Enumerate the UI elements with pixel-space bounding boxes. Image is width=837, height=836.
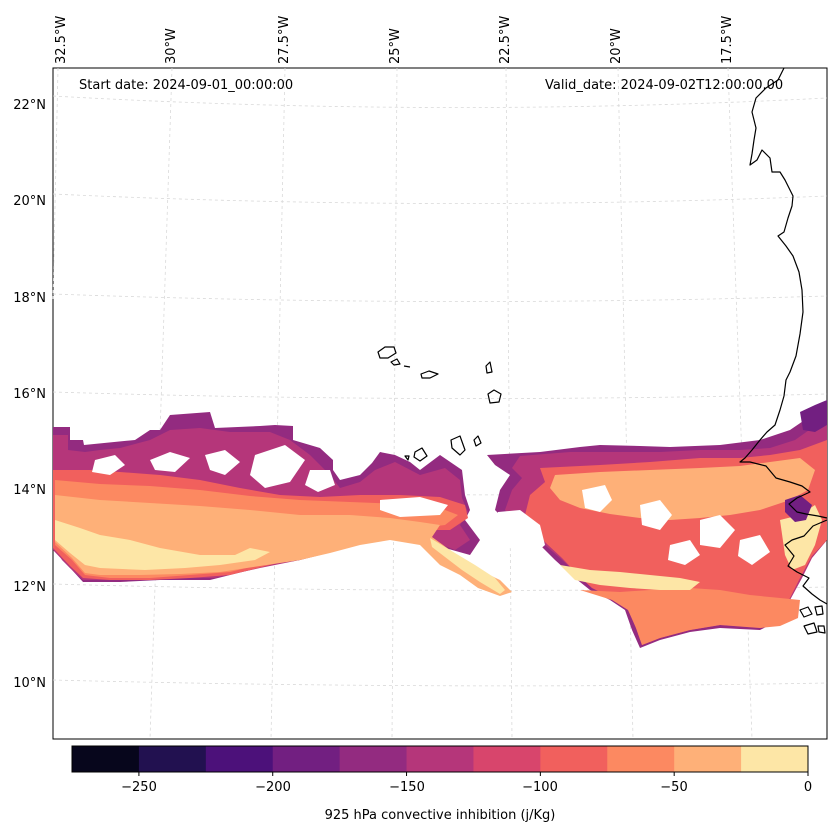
island-south-3 [413, 447, 428, 462]
cin-hole [92, 455, 125, 475]
lat-gridline-20n [52, 193, 828, 204]
cin-hole [582, 485, 612, 512]
cin-hole [380, 497, 448, 517]
lat-label-14n: 14°N [13, 483, 46, 498]
cin-hole [468, 500, 492, 518]
bijagos-4 [817, 625, 826, 634]
colorbar-tick-marks [138, 772, 809, 776]
cin-hole [305, 470, 335, 492]
lon-gridline-30w [149, 67, 173, 740]
cin-hole [150, 452, 190, 472]
colorbar-cell [272, 746, 341, 772]
cin-holes [92, 445, 770, 565]
lat-label-20n: 20°N [13, 194, 46, 209]
colorbar-cell [473, 746, 541, 772]
lat-label-10n: 10°N [13, 676, 46, 691]
island-south-1 [450, 435, 466, 456]
lat-gridline-10n [52, 679, 828, 687]
colorbar-tick-label: −150 [389, 780, 425, 795]
bijagos-2 [814, 605, 824, 616]
colorbar-cell [741, 746, 809, 772]
colorbar-cell [406, 746, 474, 772]
cin-region-light-west [55, 495, 512, 596]
bijagos-3 [803, 622, 818, 635]
lon-label-20w: 20°W [609, 28, 624, 64]
africa-coastline [739, 67, 828, 519]
island-small-3 [420, 370, 439, 379]
colorbar-cell [674, 746, 742, 772]
cin-region-lightest-west [55, 520, 270, 570]
cin-hole [668, 540, 700, 565]
lon-gridline-25w [391, 67, 398, 740]
island-south-4 [404, 455, 410, 461]
cin-hole [700, 515, 735, 548]
lat-label-16n: 16°N [13, 387, 46, 402]
guinea-bissau-coast [784, 519, 828, 605]
island-small-2 [403, 365, 411, 368]
lon-gridline-20w [617, 67, 634, 740]
cin-hole [495, 510, 545, 558]
colorbar-cells [72, 746, 809, 772]
colorbar-cell [607, 746, 675, 772]
colorbar-label: 925 hPa convective inhibition (j/Kg) [324, 808, 556, 823]
colorbar-cell [138, 746, 207, 772]
colorbar-tick-label: −250 [121, 780, 157, 795]
map-frame-group [52, 67, 828, 740]
colorbar-cell [540, 746, 608, 772]
lat-gridline-16n [52, 391, 828, 399]
lon-gridline-22-5w [505, 67, 513, 740]
lat-gridline-22n [52, 95, 828, 108]
lon-gridline-32-5w [52, 67, 59, 301]
lon-label-22-5w: 22.5°W [498, 15, 513, 64]
colorbar [71, 745, 809, 776]
island-small-5 [487, 389, 502, 404]
colorbar-tick-label: −200 [255, 780, 291, 795]
lon-gridline-27-5w [270, 67, 286, 740]
lat-label-12n: 12°N [13, 580, 46, 595]
colorbar-cell [339, 746, 408, 772]
cin-hole [640, 500, 672, 530]
cin-region-light-east [550, 458, 815, 520]
colorbar-tick-label: −100 [522, 780, 558, 795]
colorbar-outline [71, 745, 809, 773]
colorbar-cell [205, 746, 274, 772]
lat-gridline-18n [52, 293, 828, 302]
cin-hole [205, 450, 240, 475]
cin-region-mid-east [580, 588, 800, 645]
lon-label-25w: 25°W [388, 28, 403, 64]
colorbar-cell [72, 746, 140, 772]
lat-label-18n: 18°N [13, 291, 46, 306]
colorbar-tick-label: 0 [803, 780, 813, 795]
lon-label-30w: 30°W [164, 28, 179, 64]
lon-label-27-5w: 27.5°W [277, 15, 292, 64]
lon-label-17-5w: 17.5°W [720, 15, 735, 64]
island-small-4 [485, 361, 493, 374]
valid-date-text: Valid_date: 2024-09-02T12:00:00.00 [545, 78, 784, 93]
cin-hole [250, 445, 305, 488]
colorbar-tick-label: −50 [660, 780, 688, 795]
island-small-1 [390, 358, 401, 366]
island-south-2 [473, 435, 482, 447]
lon-label-32-5w: 32.5°W [54, 15, 69, 64]
coastlines [377, 67, 828, 635]
lat-label-22n: 22°N [13, 98, 46, 113]
lat-gridline-12n [52, 583, 828, 591]
map-frame [52, 67, 828, 740]
cin-region-lightest-east [560, 565, 700, 590]
island-group-west [377, 346, 397, 359]
cin-region-lightest-tail [430, 538, 505, 594]
cin-region-dark-purple-coast [800, 400, 827, 432]
cin-contour-fill [53, 400, 827, 648]
cin-hole [738, 535, 770, 565]
start-date-text: Start date: 2024-09-01_00:00:00 [79, 78, 294, 93]
bijagos-1 [799, 606, 813, 618]
